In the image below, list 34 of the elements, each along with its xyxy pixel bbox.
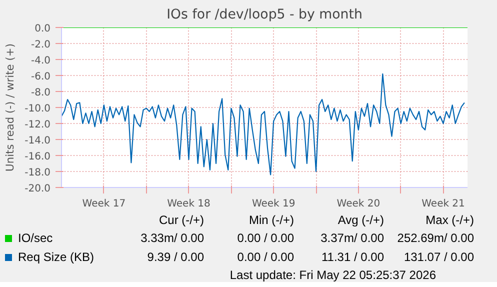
y-axis-title: Units read (-) / write (+) [4,44,17,172]
text: Min (-/+) [248,212,295,229]
y-tick-label: -8.0 [30,88,51,98]
text: 131.07 / 0.00 [402,249,475,266]
y-tick-label: -12.0 [24,120,50,130]
x-tick-label: Week 18 [167,198,210,210]
y-tick-label: -14.0 [24,136,50,146]
x-tick-label: Week 21 [422,198,465,210]
text: 9.39 / 0.00 [146,249,205,266]
y-tick-label: -10.0 [24,104,50,114]
x-tick-label: Week 19 [252,198,296,210]
y-tick-label: 0.0 [34,24,51,34]
text: 11.31 / 0.00 [320,249,385,266]
y-tick-label: -20.0 [24,184,50,194]
line-series [62,73,466,176]
y-tick-label: -2.0 [30,40,51,50]
x-tick-label: Week 17 [82,198,126,210]
legend-label: Req Size (KB) [17,249,96,266]
legend-label: IO/sec [17,230,54,248]
text: 252.69m/ 0.00 [396,230,475,248]
text: Max (-/+) [424,212,475,229]
y-tick-label: -18.0 [24,168,50,178]
text: 0.00 / 0.00 [236,230,295,248]
chart-title: IOs for /dev/loop5 - by month [166,8,362,22]
y-tick-label: -16.0 [24,152,50,162]
text: 3.37m/ 0.00 [320,230,385,248]
text: Avg (-/+) [336,212,385,229]
x-tick-label: Week 20 [336,198,380,210]
text: 0.00 / 0.00 [236,249,295,266]
text: Last update: Fri May 22 05:25:37 2026 [228,267,437,284]
y-tick-label: -6.0 [30,72,51,82]
y-tick-label: -4.0 [30,56,51,66]
text: Cur (-/+) [158,212,205,229]
text: 3.33m/ 0.00 [140,230,205,248]
